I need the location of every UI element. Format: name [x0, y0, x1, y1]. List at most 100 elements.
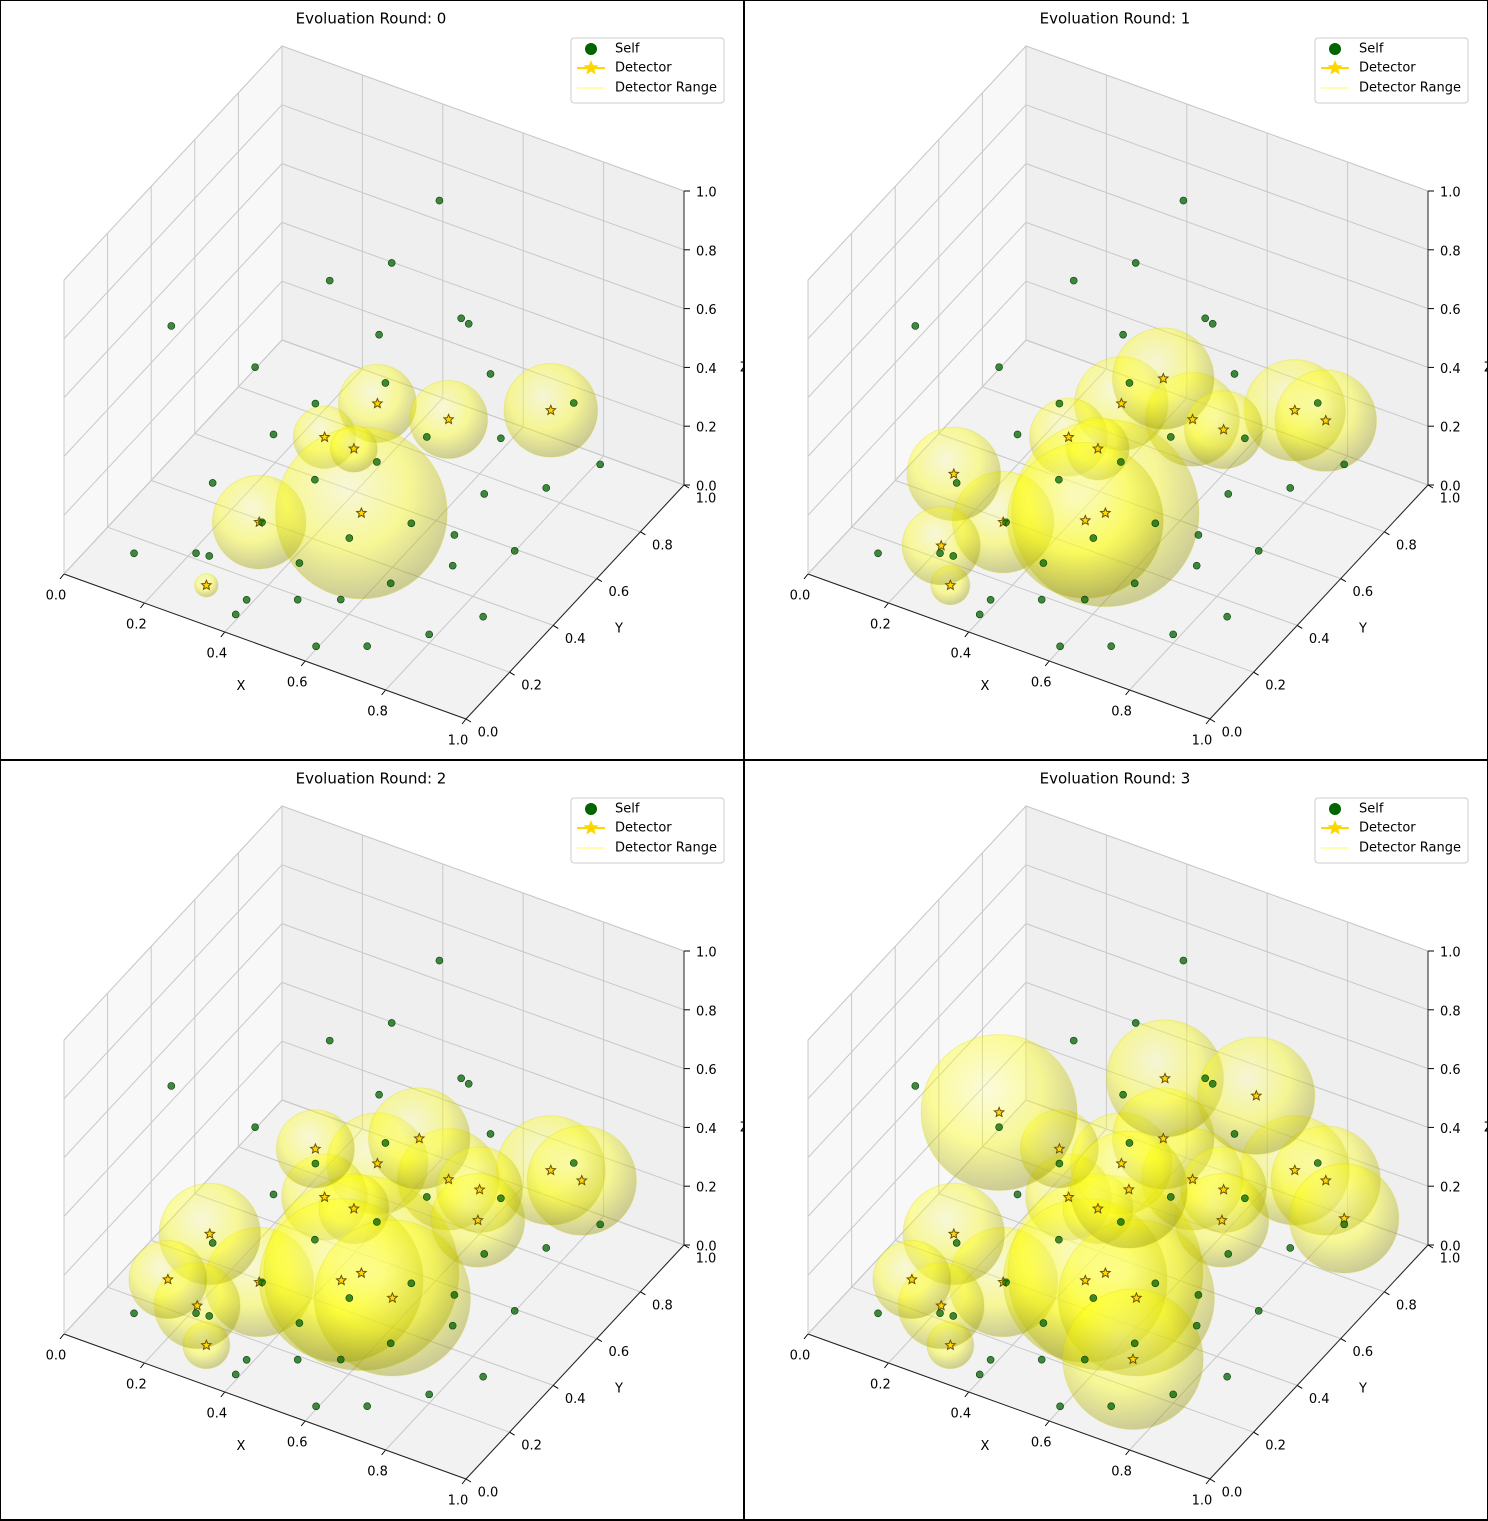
z-tick-label: 0.8	[1440, 244, 1461, 259]
legend-marker	[1329, 43, 1341, 55]
x-tick	[1205, 1478, 1211, 1485]
grid-line	[281, 864, 685, 1011]
self-point	[435, 196, 444, 205]
y-tick	[465, 1478, 472, 1483]
legend-box	[570, 797, 725, 864]
legend-box	[570, 37, 725, 104]
detector	[413, 1132, 426, 1144]
self-point	[975, 1370, 984, 1379]
grid-line	[63, 280, 283, 516]
self-point	[251, 363, 259, 371]
z-tick-label: 0.6	[696, 303, 717, 318]
self-point	[1055, 475, 1063, 484]
detector	[347, 442, 360, 454]
y-tick	[1340, 578, 1347, 583]
detector	[947, 1227, 960, 1240]
self-point	[269, 430, 278, 439]
y-tick-label: 0.4	[1309, 1392, 1330, 1407]
detector	[1288, 1164, 1301, 1176]
self-point	[425, 630, 434, 639]
grid-line	[1025, 923, 1429, 1070]
x-tick	[59, 573, 65, 580]
self-point	[486, 1130, 495, 1138]
x-tick	[964, 631, 970, 638]
self-point	[386, 1339, 395, 1348]
grid-line	[1025, 221, 1429, 368]
self-point	[311, 475, 319, 484]
detector	[1079, 1274, 1092, 1286]
detector	[161, 1273, 174, 1285]
grid-line	[1025, 805, 1429, 952]
x-tick	[220, 631, 226, 638]
self-point	[1179, 196, 1188, 205]
self-point	[1119, 1090, 1127, 1099]
x-tick	[220, 1391, 226, 1398]
grid-line	[63, 222, 283, 457]
self-point	[1192, 561, 1201, 570]
legend-marker	[583, 60, 599, 75]
legend-label: Detector Range	[1359, 81, 1461, 96]
self-point	[1069, 1036, 1078, 1045]
self-point	[1208, 319, 1217, 328]
x-tick	[803, 1333, 809, 1340]
z-tick-label: 0.0	[696, 480, 717, 495]
legend-label: Self	[1359, 802, 1384, 817]
grid-line	[63, 339, 283, 575]
self-point	[479, 612, 487, 621]
y-tick-label: 0.2	[521, 679, 542, 694]
detector	[471, 1214, 484, 1226]
self-point	[995, 1123, 1003, 1131]
legend-label: Detector	[615, 821, 672, 836]
detector	[1319, 1174, 1332, 1186]
x-axis-label: X	[237, 679, 246, 694]
self-point	[464, 1079, 473, 1088]
y-tick-label: 0.6	[1352, 585, 1373, 600]
self-point	[1340, 460, 1349, 469]
grid-line	[1025, 864, 1429, 1011]
y-tick	[1296, 624, 1303, 629]
self-point	[1194, 1291, 1203, 1299]
legend-box	[1314, 797, 1469, 864]
legend-label: Detector	[1359, 821, 1416, 836]
z-tick-label: 1.0	[1440, 946, 1461, 961]
y-tick-label: 0.8	[652, 538, 673, 553]
chart-title: Evoluation Round: 0	[296, 10, 447, 28]
z-axis-label: Z	[740, 361, 743, 376]
legend-label: Self	[615, 42, 640, 57]
z-tick-label: 1.0	[696, 186, 717, 201]
self-point	[1055, 1235, 1063, 1244]
x-tick	[1044, 660, 1050, 667]
self-point	[407, 1279, 416, 1288]
self-point	[311, 399, 320, 408]
self-point	[1151, 1279, 1160, 1288]
grid-line	[281, 221, 685, 368]
grid-line	[63, 104, 283, 340]
z-tick-label: 1.0	[696, 946, 717, 961]
legend-label: Detector	[1359, 61, 1416, 76]
self-point	[952, 479, 961, 487]
x-tick-label: 0.6	[287, 676, 308, 691]
y-tick	[552, 1384, 559, 1389]
y-tick	[552, 624, 559, 629]
self-point	[1117, 458, 1125, 466]
grid-line	[807, 45, 1027, 281]
detector	[1130, 1291, 1143, 1304]
self-point	[1201, 314, 1210, 323]
x-tick	[461, 718, 467, 725]
grid-line	[807, 805, 1027, 1041]
self-point	[311, 1159, 320, 1168]
self-point	[480, 1250, 489, 1258]
axis-line	[807, 573, 1211, 720]
grid-line	[385, 455, 604, 691]
chart-title: Evoluation Round: 2	[296, 770, 447, 788]
self-point	[949, 552, 958, 560]
self-point	[205, 1312, 214, 1320]
z-tick-label: 0.8	[696, 244, 717, 259]
self-point	[1223, 612, 1231, 621]
self-point	[269, 1190, 278, 1199]
y-tick	[1340, 1338, 1347, 1343]
z-tick-label: 0.4	[1440, 1122, 1461, 1137]
self-point	[336, 595, 345, 604]
z-tick-label: 0.4	[1440, 362, 1461, 377]
